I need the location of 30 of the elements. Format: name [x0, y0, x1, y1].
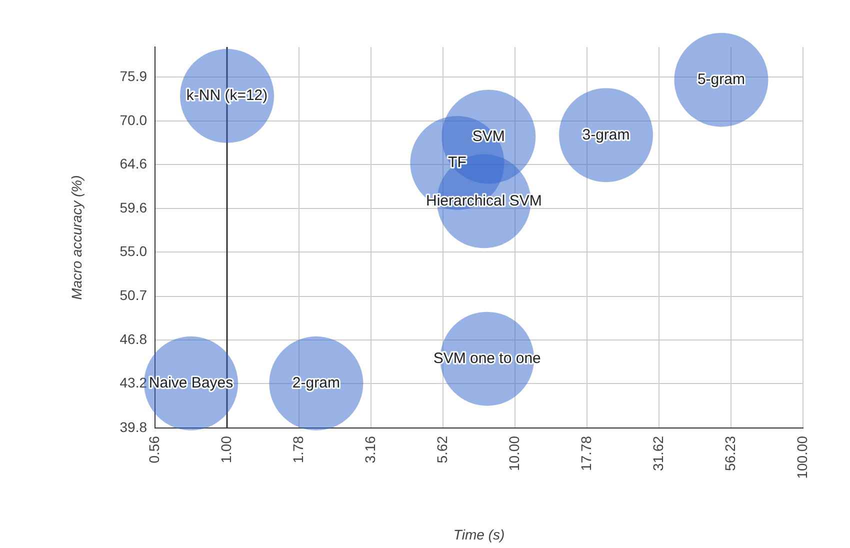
series-label: 5-gram — [697, 70, 745, 88]
y-tick-label: 75.9 — [120, 68, 148, 84]
y-tick-label: 43.2 — [120, 374, 148, 390]
x-tick-label: 0.56 — [146, 436, 162, 464]
x-tick-label: 56.23 — [722, 436, 738, 472]
series-label: Hierarchical SVM — [426, 192, 542, 210]
series-label: Naive Bayes — [148, 374, 234, 392]
y-tick-label: 46.8 — [120, 330, 148, 347]
x-tick-label: 17.78 — [578, 436, 594, 472]
series-label: SVM — [472, 128, 505, 145]
x-axis-title: Time (s) — [453, 526, 505, 542]
series-label: SVM one to one — [433, 350, 541, 367]
x-tick-label: 1.00 — [218, 436, 234, 464]
x-tick-label: 100.00 — [794, 436, 810, 479]
series-label: 3-gram — [582, 126, 630, 144]
series-label: TF — [448, 154, 466, 172]
y-tick-label: 39.8 — [120, 418, 148, 435]
series-label: k-NN (k=12) — [186, 87, 268, 104]
y-tick-label: 64.6 — [120, 155, 148, 172]
x-tick-label: 5.62 — [434, 436, 450, 464]
y-tick-label: 59.6 — [120, 199, 148, 216]
y-tick-label: 50.7 — [120, 287, 148, 304]
y-tick-label: 55.0 — [120, 242, 148, 259]
series-label: 2-gram — [292, 374, 340, 392]
x-tick-label: 31.62 — [650, 436, 666, 472]
x-tick-label: 3.16 — [362, 436, 378, 464]
y-tick-label: 70.0 — [120, 112, 148, 128]
y-axis-title: Macro accuracy (%) — [68, 175, 84, 300]
x-tick-label: 1.78 — [290, 436, 306, 464]
x-tick-label: 10.00 — [506, 436, 522, 472]
